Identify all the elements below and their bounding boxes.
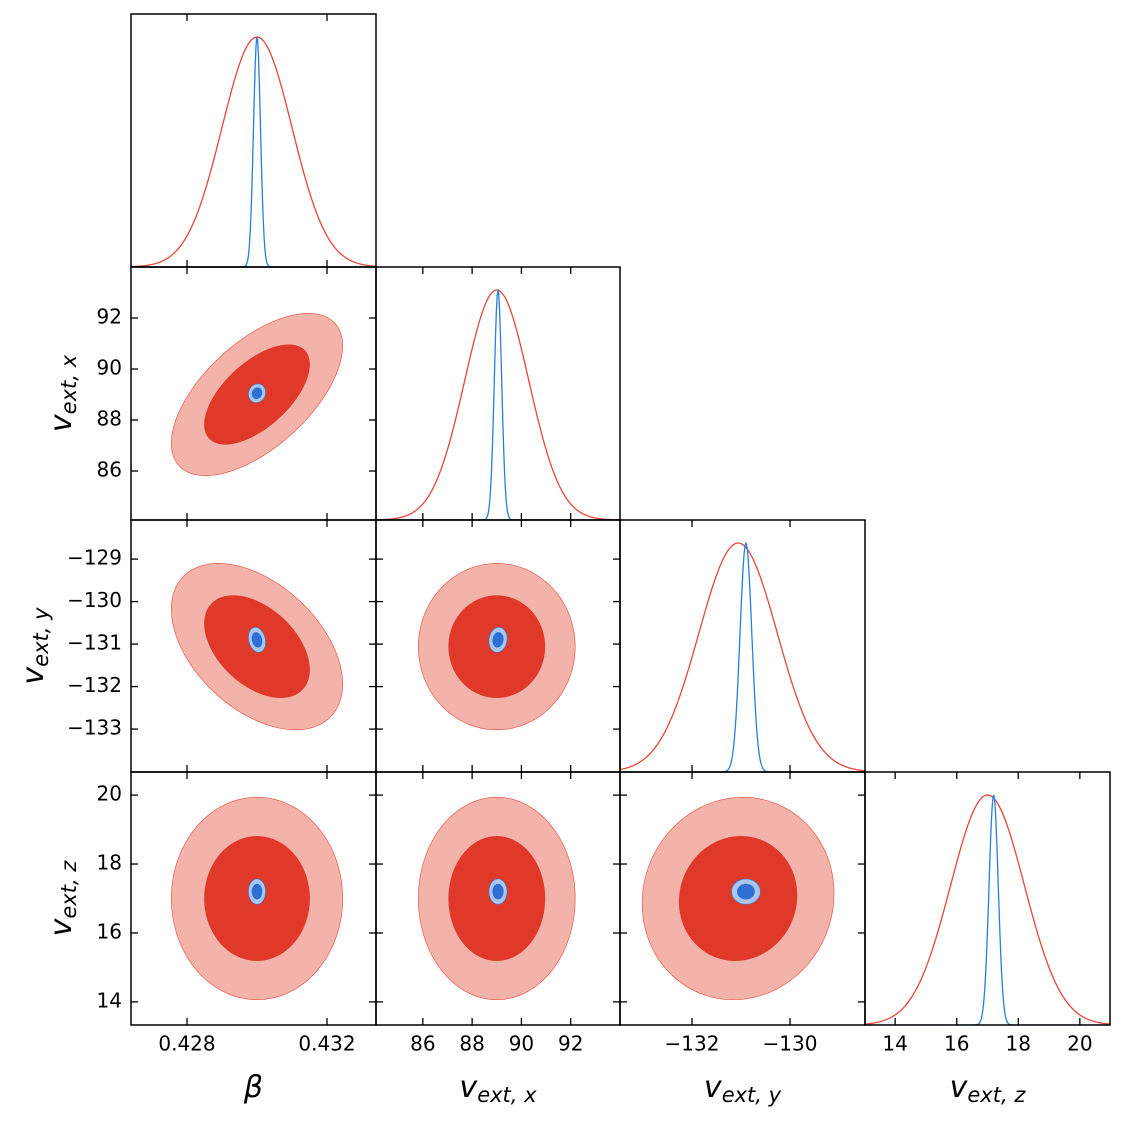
x-tick-label: −132 xyxy=(665,1032,720,1056)
panel xyxy=(641,796,835,1001)
panel xyxy=(418,563,576,731)
x-tick-label: 90 xyxy=(509,1032,534,1056)
x-tick-label: 0.428 xyxy=(158,1032,215,1056)
contour xyxy=(492,632,504,648)
marginal-curve xyxy=(376,289,620,520)
axis-label: vext, z xyxy=(950,1070,1027,1108)
marginal-curve xyxy=(865,794,1110,1025)
contour xyxy=(492,883,504,900)
axis-subscript: ext, x xyxy=(477,1083,537,1107)
contour xyxy=(737,883,755,900)
y-tick-label: 88 xyxy=(97,407,122,431)
axis-symbol: v xyxy=(16,666,51,685)
y-tick-label: −133 xyxy=(67,716,122,740)
panel xyxy=(171,796,343,1001)
x-tick-label: 86 xyxy=(410,1032,435,1056)
y-tick-label: −132 xyxy=(67,673,122,697)
y-tick-label: 86 xyxy=(97,458,122,482)
x-tick-label: 16 xyxy=(944,1032,969,1056)
x-tick-label: 18 xyxy=(1006,1032,1031,1056)
panel-frame xyxy=(864,771,1111,1026)
axis-label: vext, z xyxy=(44,860,82,937)
marginal-curve xyxy=(620,542,865,772)
axis-label: vext, x xyxy=(44,354,82,432)
panel xyxy=(620,541,865,772)
y-tick-label: 20 xyxy=(97,782,122,806)
axis-subscript: ext, z xyxy=(967,1083,1026,1107)
axis-symbol: v xyxy=(44,917,79,936)
x-tick-label: 88 xyxy=(459,1032,484,1056)
panel xyxy=(171,313,343,476)
contour xyxy=(251,632,263,648)
y-tick-label: −130 xyxy=(67,588,122,612)
contour xyxy=(251,387,263,400)
panel xyxy=(171,563,343,731)
axis-symbol: v xyxy=(44,413,79,432)
axis-label: β xyxy=(243,1070,263,1105)
axis-symbol: v xyxy=(704,1070,723,1105)
y-tick-label: 16 xyxy=(97,919,122,943)
axis-subscript: ext, y xyxy=(29,607,53,667)
y-tick-label: 90 xyxy=(97,356,122,380)
axis-label: vext, y xyxy=(16,607,54,685)
marginal-curve xyxy=(620,541,865,772)
panel xyxy=(418,796,576,1001)
panel xyxy=(376,289,620,520)
axis-subscript: ext, z xyxy=(57,860,81,919)
x-tick-label: 0.432 xyxy=(298,1032,355,1056)
panel-frame xyxy=(619,519,866,773)
y-tick-label: 14 xyxy=(97,988,122,1012)
marginal-curve xyxy=(131,37,376,267)
axis-symbol: β xyxy=(243,1070,263,1105)
panel-frame xyxy=(375,266,621,521)
axis-label: vext, y xyxy=(704,1070,782,1108)
x-tick-label: −130 xyxy=(763,1032,818,1056)
x-tick-label: 20 xyxy=(1067,1032,1092,1056)
axis-symbol: v xyxy=(459,1070,478,1105)
axis-symbol: v xyxy=(950,1070,969,1105)
y-tick-label: −129 xyxy=(67,546,122,570)
axis-subscript: ext, x xyxy=(57,354,81,414)
marginal-curve xyxy=(131,36,376,267)
y-tick-label: 18 xyxy=(97,851,122,875)
x-tick-label: 14 xyxy=(882,1032,907,1056)
marginal-curve xyxy=(376,289,620,520)
axis-subscript: ext, y xyxy=(722,1083,782,1107)
panel xyxy=(865,794,1110,1025)
marginal-curve xyxy=(865,794,1110,1025)
y-tick-label: 92 xyxy=(97,305,122,329)
panel xyxy=(131,36,376,267)
x-tick-label: 92 xyxy=(558,1032,583,1056)
contour xyxy=(251,883,263,900)
axis-label: vext, x xyxy=(459,1070,537,1108)
y-tick-label: −131 xyxy=(67,631,122,655)
